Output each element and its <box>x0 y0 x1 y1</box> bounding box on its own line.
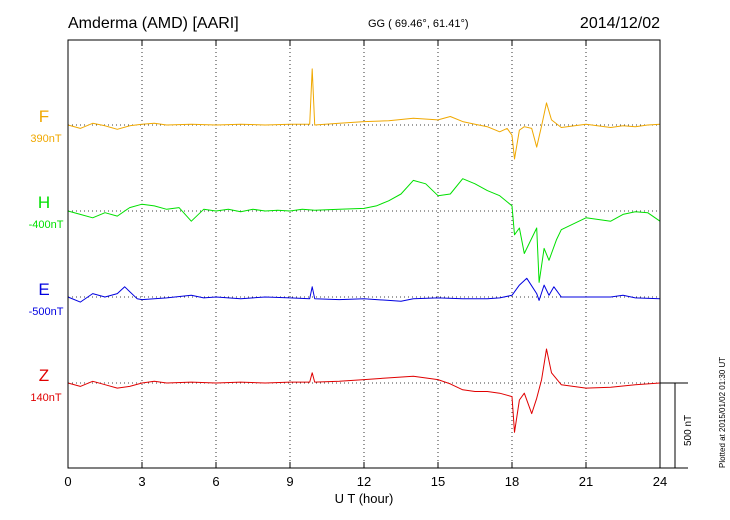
series-e-name: E <box>38 280 49 299</box>
grid-lines <box>141 40 587 468</box>
series-z-name: Z <box>39 366 49 385</box>
x-tick-label: 21 <box>579 474 593 489</box>
station-title: Amderma (AMD) [AARI] <box>68 15 239 32</box>
x-tick-label: 18 <box>505 474 519 489</box>
series-z-trace <box>67 348 661 433</box>
series-e-trace <box>67 277 661 303</box>
series-h-baseline-label: -400nT <box>29 219 64 231</box>
series-h-trace <box>67 178 661 283</box>
scale-label: 500 nT <box>683 415 694 446</box>
date-label: 2014/12/02 <box>580 15 660 32</box>
geographic-coords: GG ( 69.46°, 61.41°) <box>368 18 469 30</box>
series-z-baseline-label: 140nT <box>30 392 61 404</box>
x-tick-label: 9 <box>286 474 293 489</box>
baseline-lines <box>68 124 660 384</box>
series-h-name: H <box>38 193 50 212</box>
series-f-name: F <box>39 107 49 126</box>
x-tick-label: 6 <box>212 474 219 489</box>
x-tick-label: 12 <box>357 474 371 489</box>
component-labels: F 390nT H -400nT E -500nT Z 140nT <box>29 107 64 404</box>
scale-bar: 500 nT <box>660 382 694 469</box>
x-axis-label: U T (hour) <box>335 491 394 506</box>
series-traces <box>67 68 661 433</box>
x-tick-label: 15 <box>431 474 445 489</box>
series-f-trace <box>67 68 661 160</box>
x-axis-ticks: 0 3 6 9 12 15 18 21 24 <box>64 40 667 489</box>
x-tick-label: 0 <box>64 474 71 489</box>
plotted-note: Plotted at 2015/01/02 01:30 UT <box>718 357 727 468</box>
series-f-baseline-label: 390nT <box>30 133 61 145</box>
x-tick-label: 24 <box>653 474 667 489</box>
series-e-baseline-label: -500nT <box>29 306 64 318</box>
x-tick-label: 3 <box>138 474 145 489</box>
